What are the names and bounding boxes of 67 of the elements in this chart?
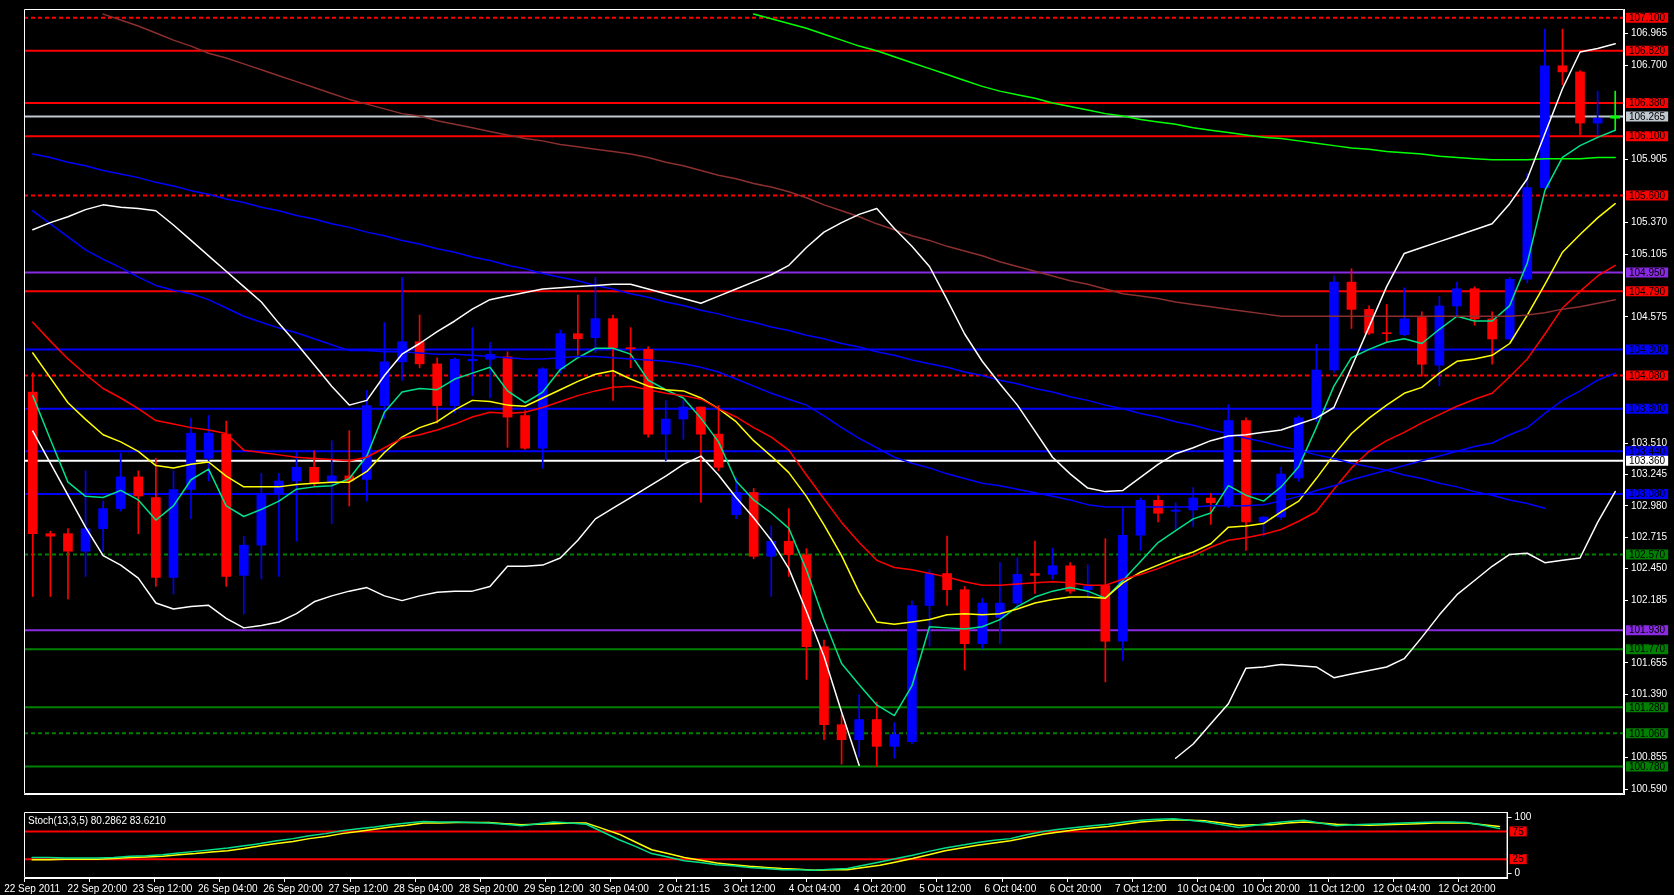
y-tick-label: 106.965 xyxy=(1631,27,1668,39)
ref-line-label: 104.080 xyxy=(1629,369,1666,381)
ref-line-label: 107.100 xyxy=(1629,11,1666,23)
x-tick-label: 26 Sep 04:00 xyxy=(198,882,258,894)
y-tick-label: 101.390 xyxy=(1631,687,1668,699)
ref-line-label: 104.790 xyxy=(1629,285,1666,297)
ref-line-label: 103.800 xyxy=(1629,402,1666,414)
x-tick-label: 4 Oct 20:00 xyxy=(854,882,907,894)
ref-line-label: 102.570 xyxy=(1629,548,1666,560)
ref-line-label: 101.060 xyxy=(1629,727,1666,739)
x-tick-label: 12 Oct 20:00 xyxy=(1438,882,1496,894)
y-tick-label: 100.855 xyxy=(1631,751,1668,763)
x-tick-label: 2 Oct 21:15 xyxy=(658,882,711,894)
x-tick-label: 11 Oct 12:00 xyxy=(1308,882,1366,894)
x-tick-label: 6 Oct 20:00 xyxy=(1049,882,1102,894)
y-tick-label: 105.370 xyxy=(1631,216,1668,228)
x-tick-label: 28 Sep 04:00 xyxy=(393,882,454,894)
ref-line-label: 105.600 xyxy=(1629,189,1666,201)
y-tick-label: 102.980 xyxy=(1631,499,1668,511)
ref-line-label: 103.360 xyxy=(1629,455,1666,467)
ref-line-label: 103.440 xyxy=(1629,445,1666,457)
ref-line-label: 100.780 xyxy=(1629,760,1666,772)
y-tick-label: 102.185 xyxy=(1631,593,1668,605)
ref-line-label: 104.950 xyxy=(1629,266,1666,278)
x-tick-label: 22 Sep 20:00 xyxy=(67,882,128,894)
y-tick-label: 104.575 xyxy=(1631,310,1668,322)
x-tick-label: 10 Oct 20:00 xyxy=(1242,882,1301,894)
y-tick-label: 103.510 xyxy=(1631,436,1668,448)
x-tick-label: 6 Oct 04:00 xyxy=(984,882,1037,894)
chart-title: Stoch(13,3,5) 80.2862 83.6210 xyxy=(28,814,167,826)
y-tick-label: 106.700 xyxy=(1631,58,1668,70)
ref-line-label: 106.380 xyxy=(1629,97,1666,109)
ref-line-label: 25 xyxy=(1512,853,1525,865)
ref-line-label: 101.930 xyxy=(1629,624,1666,636)
y-tick-label: 103.245 xyxy=(1631,468,1668,480)
ref-line-label: 106.100 xyxy=(1629,130,1666,142)
ref-line-label: 103.080 xyxy=(1629,488,1666,500)
x-tick-label: 26 Sep 20:00 xyxy=(263,882,324,894)
x-tick-label: 29 Sep 12:00 xyxy=(524,882,585,894)
y-tick-label: 100 xyxy=(1514,811,1532,823)
y-tick-label: 0 xyxy=(1514,866,1521,878)
x-tick-label: 10 Oct 04:00 xyxy=(1177,882,1236,894)
y-tick-label: 100.590 xyxy=(1631,782,1668,794)
ref-line-label: 104.300 xyxy=(1629,343,1666,355)
x-tick-label: 30 Sep 04:00 xyxy=(589,882,650,894)
candlestick xyxy=(766,525,777,597)
x-tick-label: 28 Sep 20:00 xyxy=(458,882,519,894)
x-tick-label: 5 Oct 12:00 xyxy=(919,882,972,894)
x-tick-label: 12 Oct 04:00 xyxy=(1372,882,1431,894)
x-tick-label: 7 Oct 12:00 xyxy=(1114,882,1168,894)
x-tick-label: 3 Oct 12:00 xyxy=(723,882,776,894)
ref-line-label: 101.770 xyxy=(1629,643,1666,655)
y-tick-label: 105.105 xyxy=(1631,247,1668,259)
ref-line-label: 75 xyxy=(1512,825,1525,837)
y-tick-label: 101.655 xyxy=(1631,656,1668,668)
x-tick-label: 22 Sep 2011 xyxy=(4,882,61,894)
y-tick-label: 102.450 xyxy=(1631,562,1668,574)
y-tick-label: 102.715 xyxy=(1631,530,1668,542)
x-tick-label: 23 Sep 12:00 xyxy=(132,882,193,894)
y-tick-label: 105.905 xyxy=(1631,153,1668,164)
ref-line-label: 106.265 xyxy=(1629,110,1666,122)
x-tick-label: 27 Sep 12:00 xyxy=(328,882,389,894)
candlestick xyxy=(1610,90,1621,131)
ref-line-label: 101.280 xyxy=(1629,701,1666,713)
candlestick xyxy=(573,294,583,356)
x-tick-label: 4 Oct 04:00 xyxy=(788,882,841,894)
ref-line-label: 106.820 xyxy=(1629,45,1666,57)
